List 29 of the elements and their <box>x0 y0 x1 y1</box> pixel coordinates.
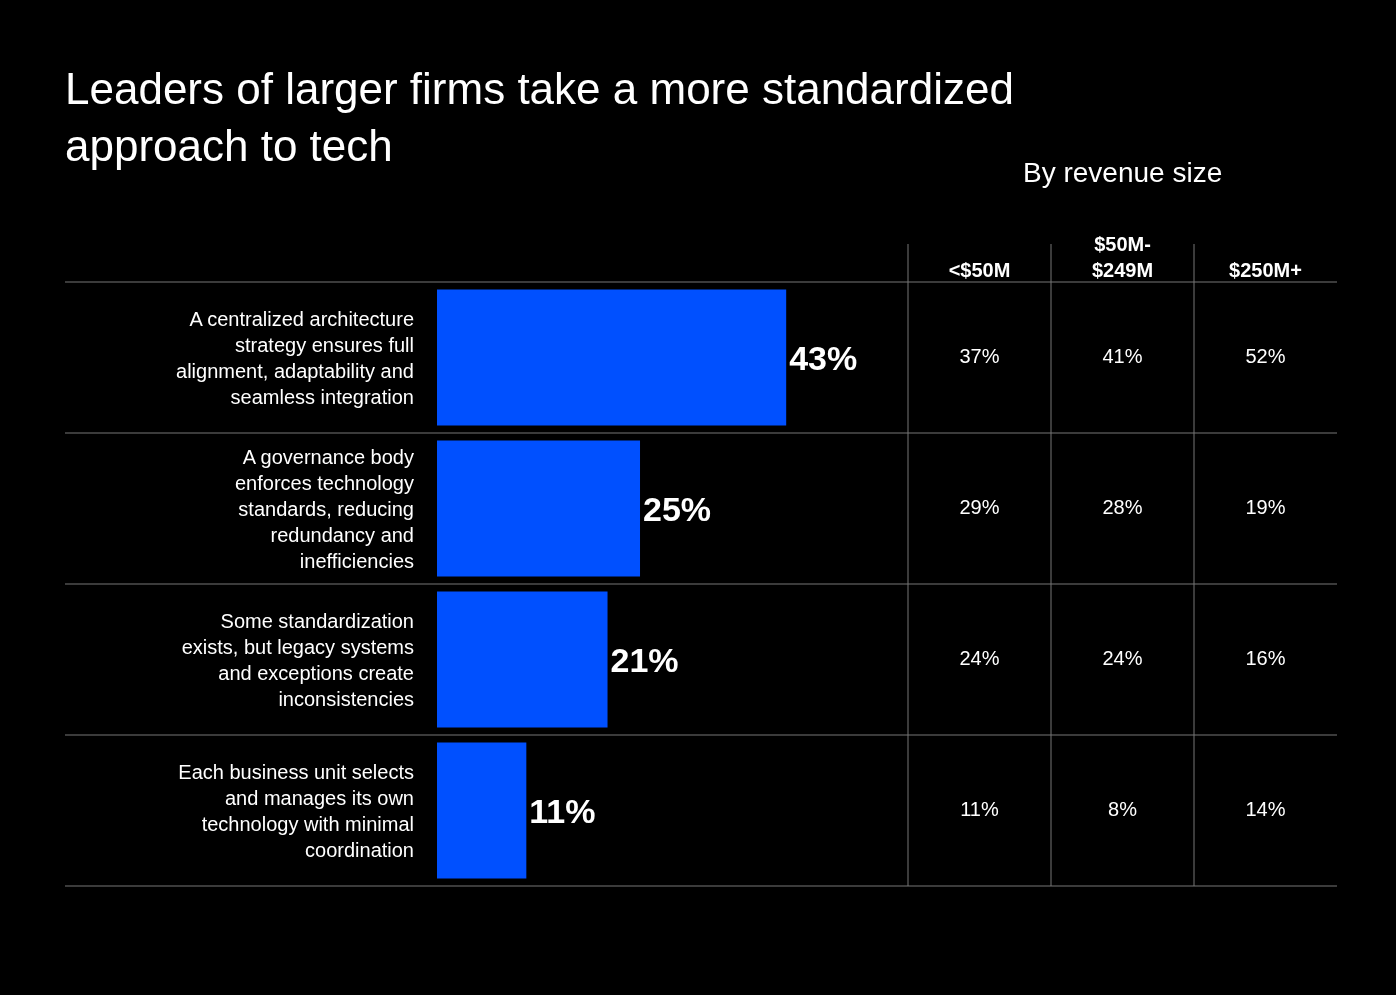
data-label: 43% <box>789 338 858 377</box>
y-tick-label: A governance body enforces technology standards, reducing redundancy and inefficiencies <box>234 445 414 572</box>
y-tick-label: Some standardization exists, but legacy systems and exceptions create inconsistencies <box>181 609 414 710</box>
y-tick-label: Each business unit selects and manages its own technology with minimal coordination <box>178 760 414 861</box>
y-tick-label: A centralized architecture strategy ensures full alignment, adaptability and seamless integration <box>176 307 414 408</box>
data-label: 25% <box>643 489 712 528</box>
data-label: 41% <box>1102 344 1143 367</box>
data-label: 8% <box>1108 797 1138 820</box>
bar <box>437 742 527 879</box>
data-label: 19% <box>1245 495 1286 518</box>
bar <box>437 440 641 577</box>
data-label: 11% <box>960 797 999 820</box>
data-label: 21% <box>610 640 679 679</box>
data-label: 28% <box>1102 495 1143 518</box>
data-label: 52% <box>1245 344 1286 367</box>
bar <box>437 289 787 426</box>
bar <box>437 591 608 728</box>
data-label: 24% <box>959 646 1000 669</box>
data-label: 37% <box>959 344 1000 367</box>
data-label: 16% <box>1245 646 1286 669</box>
data-label: 11% <box>529 791 596 830</box>
x-tick-label: <$50M <box>948 259 1011 281</box>
data-label: 24% <box>1102 646 1143 669</box>
chart-title: Leaders of larger firms take a more standardized approach to tech <box>65 64 1014 171</box>
x-tick-label: $50M- $249M <box>1091 233 1154 281</box>
x-tick-label: $250M+ <box>1229 259 1302 281</box>
data-label: 29% <box>959 495 1000 518</box>
data-label: 14% <box>1245 797 1286 820</box>
chart-title: By revenue size <box>1023 157 1223 188</box>
